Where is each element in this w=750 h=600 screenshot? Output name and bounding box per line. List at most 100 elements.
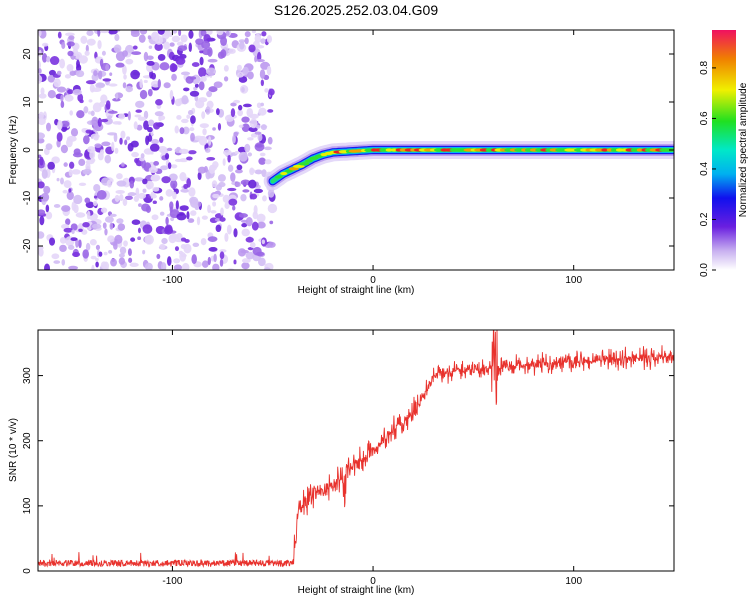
noise-blob	[252, 246, 262, 256]
noise-blob	[75, 212, 86, 218]
noise-blob	[263, 267, 271, 270]
noise-blob	[117, 223, 126, 231]
noise-blob	[68, 169, 73, 177]
noise-blob	[131, 51, 142, 56]
noise-blob	[40, 192, 50, 202]
noise-blob	[245, 236, 254, 243]
noise-blob	[63, 227, 74, 233]
noise-blob	[203, 34, 211, 44]
noise-blob	[78, 158, 86, 167]
noise-blob	[248, 126, 258, 133]
noise-blob	[60, 223, 70, 230]
noise-blob	[150, 191, 156, 198]
noise-blob	[56, 70, 62, 76]
noise-blob	[125, 58, 134, 65]
colorbar-tick-label: 0.6	[699, 111, 710, 125]
noise-blob	[190, 210, 197, 216]
noise-blob	[115, 62, 125, 68]
noise-blob	[181, 95, 189, 105]
noise-blob	[260, 124, 267, 131]
noise-blob	[79, 99, 84, 104]
noise-blob	[175, 57, 186, 65]
noise-blob	[118, 253, 125, 258]
noise-blob	[45, 211, 53, 220]
noise-blob	[201, 111, 206, 119]
noise-blob	[41, 169, 48, 179]
noise-blob	[199, 50, 204, 54]
noise-blob	[66, 41, 75, 47]
noise-blob	[62, 189, 68, 194]
noise-blob	[95, 261, 99, 268]
noise-blob	[222, 158, 226, 166]
colorbar-tick-label: 0.8	[699, 61, 710, 75]
noise-blob	[45, 143, 53, 151]
noise-blob	[38, 118, 46, 126]
noise-blob	[256, 59, 265, 63]
noise-blob	[235, 169, 243, 174]
noise-blob	[169, 42, 175, 47]
noise-blob	[100, 207, 108, 213]
noise-blob	[101, 50, 106, 56]
noise-blob	[127, 110, 131, 121]
noise-blob	[170, 179, 178, 189]
noise-blob	[66, 191, 74, 201]
noise-blob	[178, 148, 189, 155]
noise-blob	[68, 188, 72, 193]
noise-blob	[166, 256, 172, 266]
snr-panel: -100 0 100 0 100 200 300 Height of straight li…	[8, 329, 675, 596]
noise-blob	[183, 87, 190, 92]
noise-blob	[91, 87, 102, 93]
noise-blob	[93, 195, 98, 199]
noise-blob	[131, 151, 139, 158]
noise-blob	[176, 233, 183, 240]
noise-blob	[107, 110, 118, 114]
noise-blob	[100, 94, 108, 104]
noise-blob	[204, 30, 213, 36]
noise-blob	[66, 63, 74, 72]
noise-blob	[53, 78, 61, 88]
noise-blob	[248, 44, 256, 53]
noise-blob	[165, 189, 174, 197]
noise-blob	[70, 128, 79, 137]
noise-blob	[38, 231, 45, 239]
noise-blob	[43, 185, 51, 195]
noise-blob	[198, 135, 208, 146]
noise-blob	[133, 195, 140, 202]
noise-blob	[38, 68, 42, 74]
ridge-hotspot	[314, 154, 323, 158]
y-tick-label: 0	[22, 147, 33, 153]
noise-blob	[56, 132, 63, 142]
noise-blob	[181, 262, 190, 270]
noise-blob	[64, 74, 72, 79]
noise-blob	[118, 257, 126, 265]
noise-blob	[104, 228, 108, 236]
noise-blob	[127, 192, 137, 197]
noise-blob	[176, 41, 184, 47]
noise-blob	[196, 216, 201, 226]
noise-blob	[190, 115, 196, 124]
noise-blob	[169, 63, 177, 73]
noise-blob	[245, 251, 255, 260]
noise-blob	[131, 219, 141, 225]
noise-blob	[68, 265, 79, 270]
noise-blob	[112, 97, 121, 102]
noise-blob	[78, 223, 84, 228]
noise-blob	[124, 139, 128, 146]
noise-blob	[226, 224, 232, 235]
noise-blob	[147, 35, 152, 40]
noise-blob	[60, 100, 65, 108]
colorbar-tick-label: 0.0	[699, 263, 710, 277]
noise-blob	[95, 244, 101, 251]
noise-blob	[198, 67, 207, 78]
noise-blob	[236, 64, 242, 71]
noise-blob	[100, 118, 109, 123]
noise-blob	[153, 160, 160, 166]
noise-blob	[90, 133, 100, 139]
noise-blob	[70, 223, 78, 231]
noise-blob	[99, 30, 110, 34]
noise-blob	[253, 188, 264, 194]
noise-blob	[259, 69, 266, 79]
noise-blob	[113, 241, 118, 250]
noise-blob	[38, 30, 42, 37]
noise-blob	[142, 188, 147, 193]
